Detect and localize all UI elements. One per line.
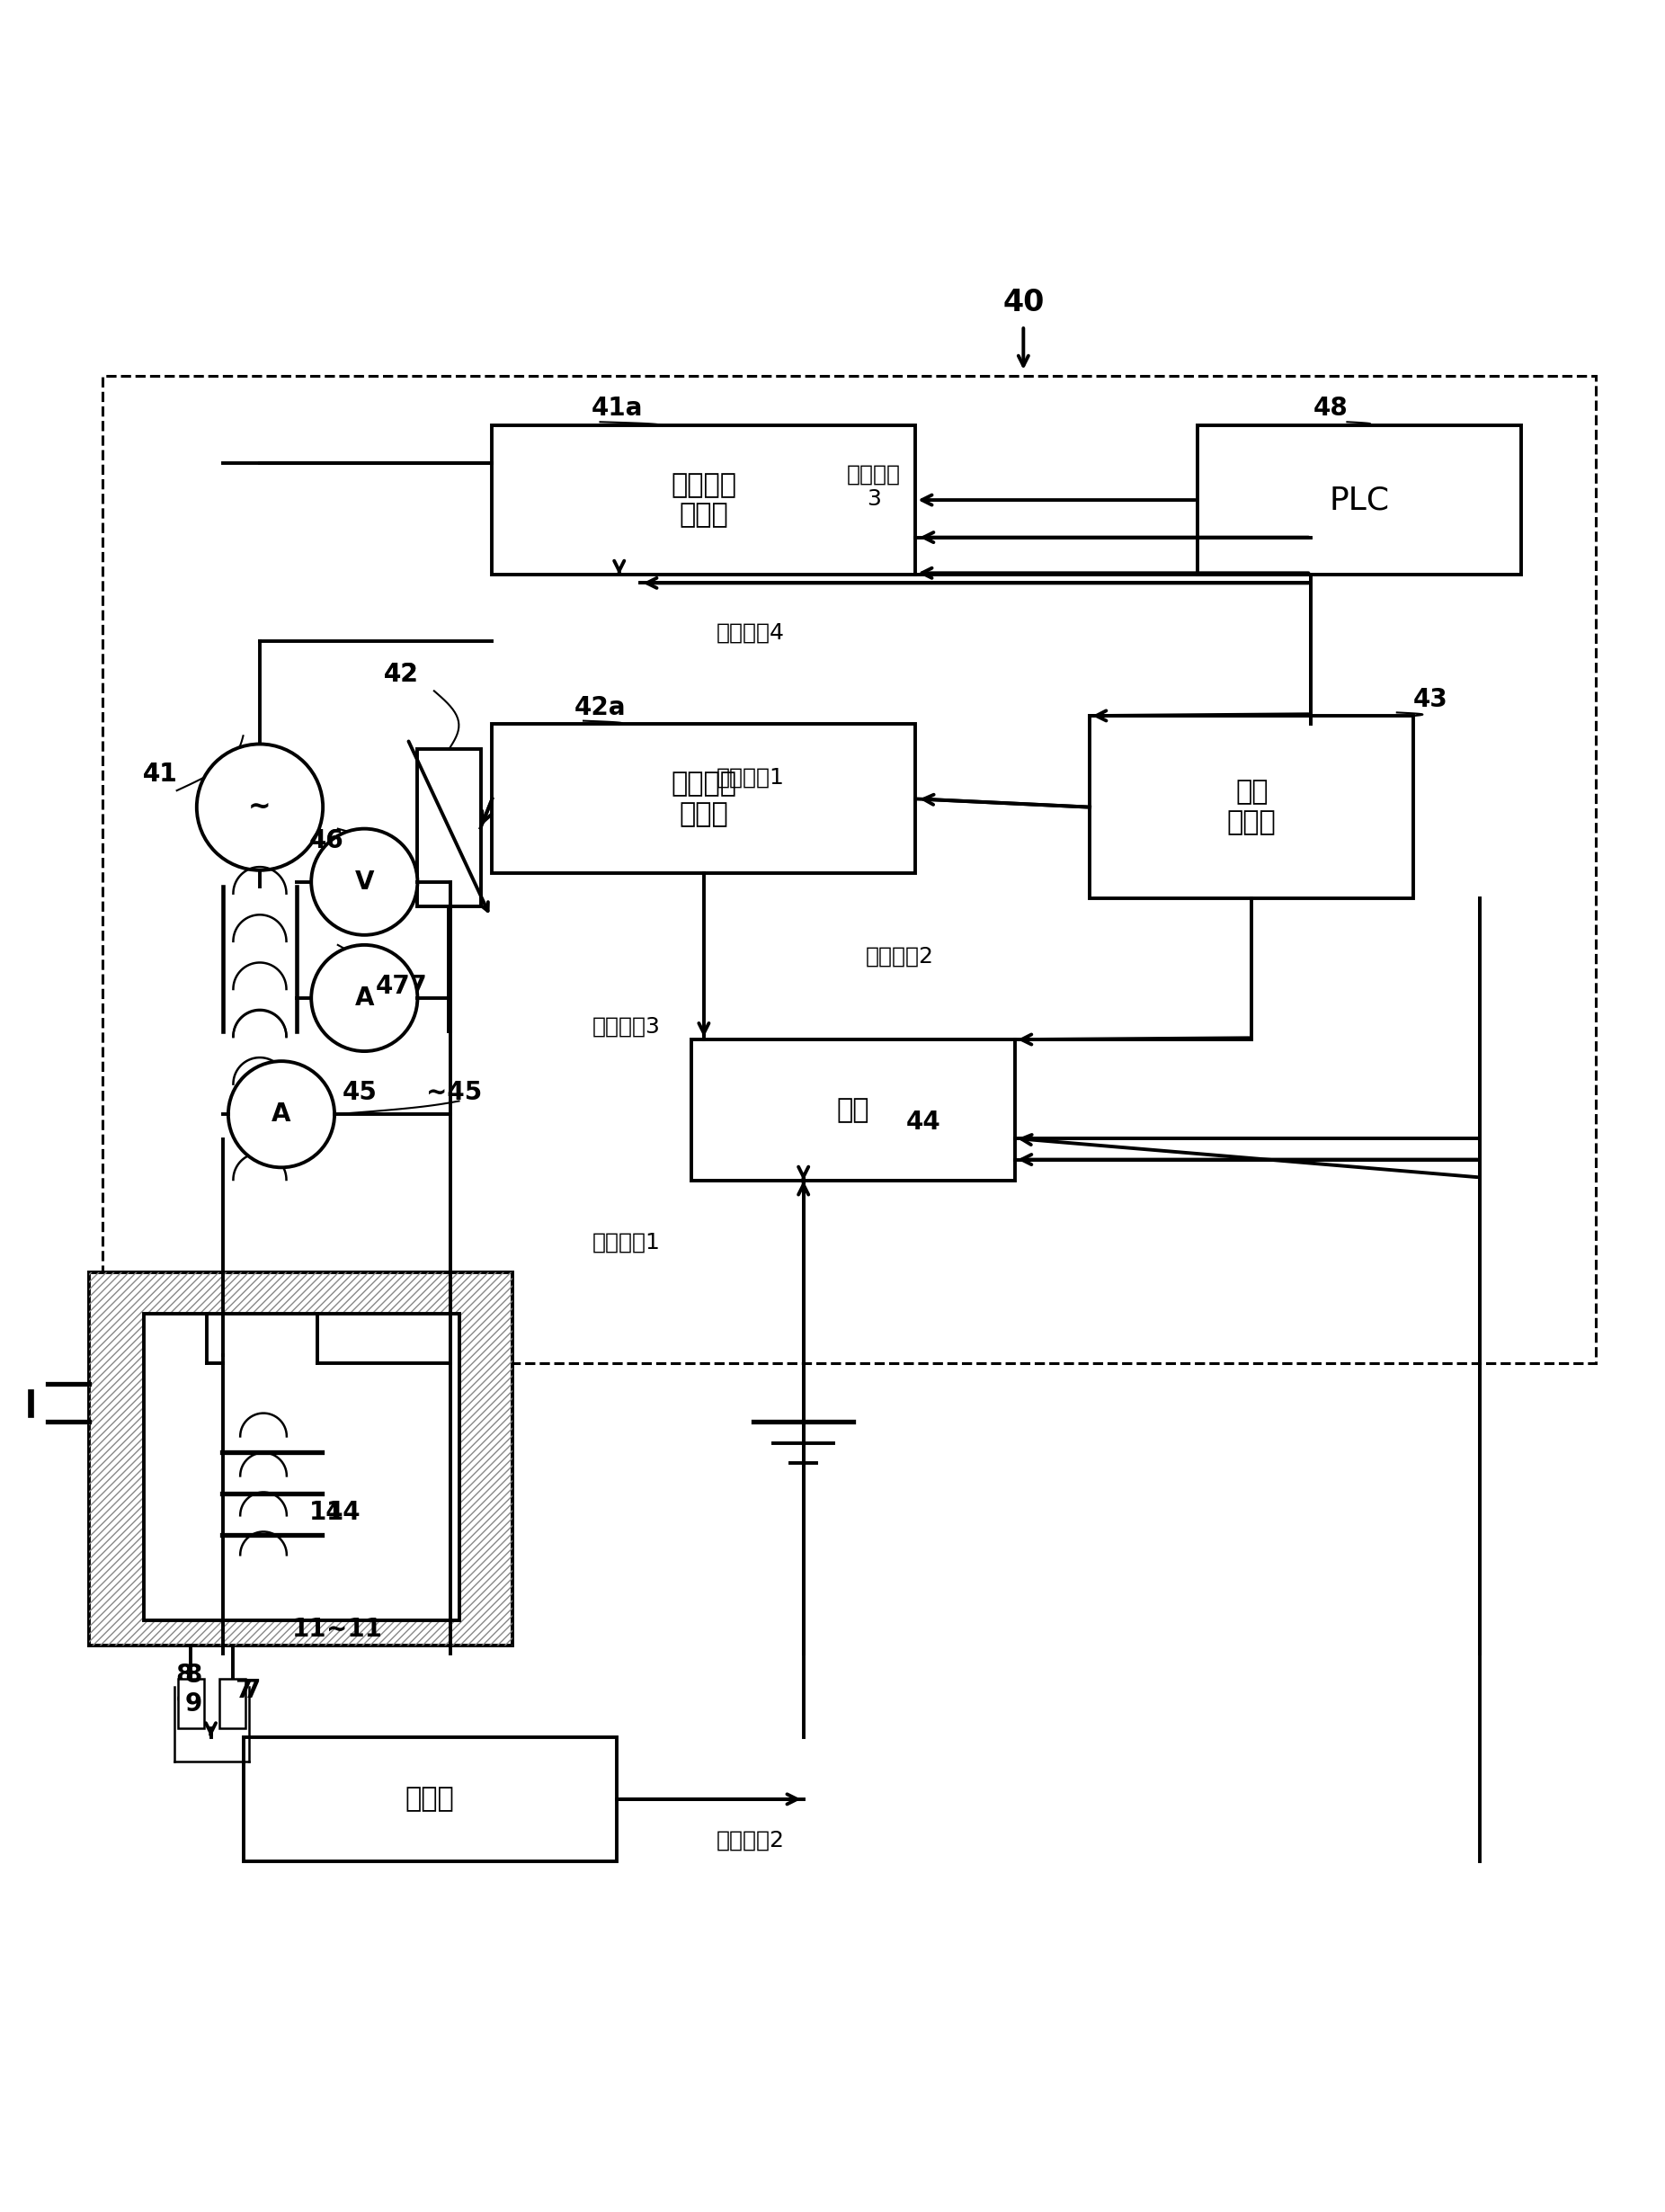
Text: 41: 41: [143, 761, 178, 787]
Text: ~11: ~11: [326, 1617, 381, 1641]
Text: ~45: ~45: [426, 1079, 481, 1106]
Text: 温度
调节器: 温度 调节器: [1227, 779, 1277, 836]
Text: 45: 45: [341, 1079, 376, 1106]
Text: 46: 46: [308, 827, 343, 854]
Text: 11: 11: [293, 1617, 326, 1641]
Bar: [102, 376, 1597, 1363]
Text: 9: 9: [185, 1692, 201, 1717]
Text: 输入信号1: 输入信号1: [591, 1232, 659, 1252]
Text: 输出信号4: 输出信号4: [716, 622, 784, 644]
Text: 输入信号2: 输入信号2: [716, 1829, 784, 1851]
Text: 47: 47: [375, 973, 410, 1000]
Text: ~: ~: [248, 794, 271, 821]
Circle shape: [196, 743, 323, 869]
Text: 8: 8: [185, 1663, 201, 1688]
Text: 47: 47: [393, 973, 428, 1000]
Text: 7: 7: [235, 1679, 251, 1703]
Text: 灯丝电源
晶闸管: 灯丝电源 晶闸管: [671, 471, 736, 529]
Circle shape: [311, 945, 418, 1051]
Text: 42: 42: [383, 661, 418, 688]
Bar: [178, 1679, 205, 1728]
Text: 14: 14: [326, 1500, 361, 1526]
Text: 输出信号2: 输出信号2: [866, 947, 934, 967]
Bar: [493, 425, 916, 575]
Text: 输出信号1: 输出信号1: [716, 768, 784, 787]
Text: 40: 40: [1002, 288, 1044, 316]
Text: V: V: [355, 869, 375, 894]
Circle shape: [228, 1062, 335, 1168]
Text: 44: 44: [906, 1110, 941, 1135]
Text: 加速电源
晶闸管: 加速电源 晶闸管: [671, 770, 736, 827]
Text: 42: 42: [383, 661, 418, 688]
Bar: [88, 1272, 513, 1646]
Text: 8: 8: [176, 1663, 193, 1688]
Bar: [1197, 425, 1522, 575]
Text: 开关: 开关: [837, 1097, 869, 1124]
Bar: [88, 1272, 513, 1646]
Text: 输入信号3: 输入信号3: [591, 1015, 659, 1037]
Bar: [691, 1040, 1016, 1181]
Text: 14: 14: [308, 1500, 343, 1526]
Text: 9: 9: [176, 1692, 193, 1717]
Text: 41a: 41a: [591, 396, 643, 420]
Circle shape: [311, 830, 418, 936]
Text: 检测器: 检测器: [405, 1785, 455, 1812]
Text: A: A: [271, 1102, 291, 1126]
Text: 7: 7: [243, 1679, 261, 1703]
Text: PLC: PLC: [1329, 484, 1390, 515]
Bar: [493, 723, 916, 874]
Bar: [143, 1314, 460, 1621]
Bar: [418, 750, 481, 907]
Text: 42a: 42a: [574, 695, 626, 721]
Bar: [1091, 717, 1414, 898]
Text: 41: 41: [143, 761, 178, 787]
Bar: [243, 1736, 616, 1863]
Bar: [220, 1679, 246, 1728]
Text: 46: 46: [308, 827, 343, 854]
Text: 48: 48: [1314, 396, 1349, 420]
Text: 43: 43: [1412, 686, 1447, 712]
Text: 输出信号
3: 输出信号 3: [847, 465, 901, 511]
Text: A: A: [355, 987, 375, 1011]
